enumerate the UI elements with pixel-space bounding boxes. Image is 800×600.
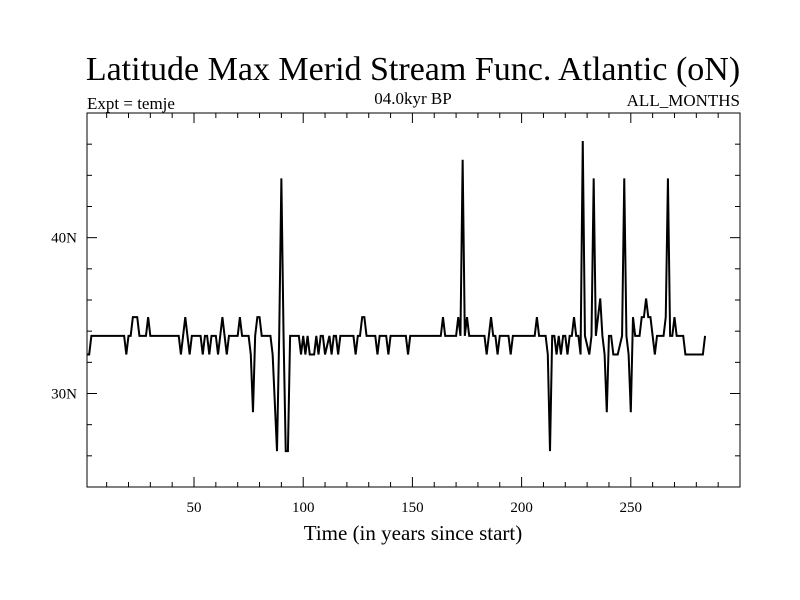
chart-title: Latitude Max Merid Stream Func. Atlantic… [86, 51, 740, 88]
x-axis-label: Time (in years since start) [304, 521, 523, 545]
plot-frame [86, 112, 741, 488]
y-tick-label: 40N [51, 231, 77, 247]
series-group [87, 141, 707, 453]
experiment-label: Expt = temje [87, 94, 175, 113]
ticks [87, 113, 740, 487]
x-tick-label: 200 [510, 500, 533, 516]
x-tick-label: 100 [292, 500, 315, 516]
x-tick-label: 50 [187, 500, 202, 516]
x-tick-label: 250 [620, 500, 643, 516]
x-tick-label: 150 [401, 500, 424, 516]
y-tick-label: 30N [51, 387, 77, 403]
period-label: 04.0kyr BP [374, 89, 451, 108]
months-label: ALL_MONTHS [627, 91, 740, 110]
series-line [87, 141, 707, 453]
tick-labels: 50 100 150 200 250 30N 40N [51, 231, 642, 516]
